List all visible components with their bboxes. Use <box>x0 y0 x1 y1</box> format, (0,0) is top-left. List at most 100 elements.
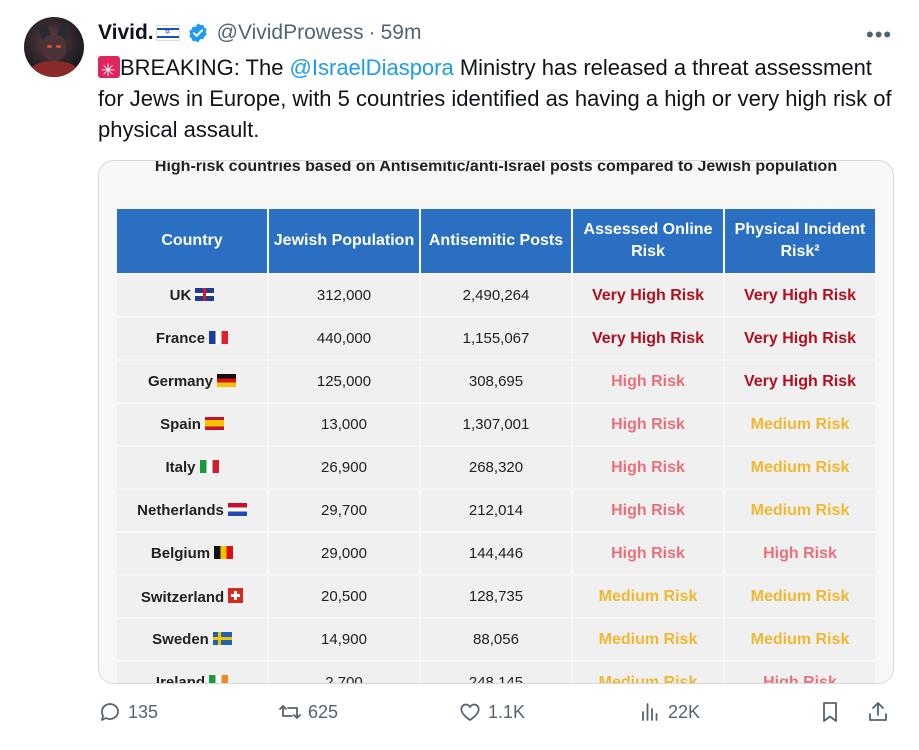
posts-cell: 1,155,067 <box>421 318 571 359</box>
tweet-header: Vivid. ✡ @VividProwess · 59m <box>98 20 421 46</box>
country-cell: Sweden <box>117 619 267 660</box>
tweet-text-prefix: BREAKING: The <box>120 55 290 80</box>
physical-risk-cell: High Risk <box>725 662 875 683</box>
header-population: Jewish Population <box>269 209 419 273</box>
population-cell: 29,000 <box>269 533 419 574</box>
table-row: Ireland 2,700 248,145 Medium Risk High Risk <box>117 662 875 684</box>
table-row: Germany 125,000 308,695 High Risk Very High … <box>117 361 875 402</box>
repost-button[interactable]: 625 <box>278 700 338 724</box>
country-cell: Switzerland <box>117 576 267 617</box>
country-name: Spain <box>160 416 201 433</box>
avatar[interactable] <box>24 17 84 77</box>
online-risk-cell: High Risk <box>573 361 723 402</box>
population-cell: 125,000 <box>269 361 419 402</box>
header-online-risk: Assessed Online Risk <box>573 209 723 273</box>
action-bar: 135 625 1.1K 22K <box>98 700 898 736</box>
header-posts: Antisemitic Posts <box>421 209 571 273</box>
population-cell: 14,900 <box>269 619 419 660</box>
country-name: Netherlands <box>137 502 224 519</box>
country-cell: Netherlands <box>117 490 267 531</box>
tweet-text-suffix: Ministry has released a threat assessmen… <box>98 55 892 142</box>
like-icon <box>460 703 480 721</box>
posts-cell: 144,446 <box>421 533 571 574</box>
online-risk-cell: Medium Risk <box>573 662 723 683</box>
table-title: High-risk countries based on Antisemitic… <box>154 160 838 175</box>
online-risk-cell: High Risk <box>573 533 723 574</box>
table-row: Netherlands 29,700 212,014 High Risk Medium … <box>117 490 875 531</box>
header-country: Country <box>117 209 267 273</box>
posts-cell: 268,320 <box>421 447 571 488</box>
online-risk-cell: High Risk <box>573 404 723 445</box>
country-cell: Germany <box>117 361 267 402</box>
uk-flag-icon <box>195 288 215 301</box>
population-cell: 13,000 <box>269 404 419 445</box>
online-risk-cell: Medium Risk <box>573 619 723 660</box>
bookmark-icon <box>823 702 837 722</box>
country-name: Belgium <box>150 545 211 562</box>
country-name: Germany <box>147 373 214 390</box>
country-cell: France <box>117 318 267 359</box>
country-name: Switzerland <box>140 588 225 606</box>
table-header-row: Country Jewish Population Antisemitic Po… <box>117 209 875 273</box>
timestamp[interactable]: 59m <box>380 21 422 44</box>
posts-cell: 308,695 <box>421 361 571 402</box>
physical-risk-cell: High Risk <box>725 533 875 574</box>
verified-icon <box>188 23 207 43</box>
bookmark-button[interactable] <box>818 700 848 724</box>
table-image: High-risk countries based on Antisemitic… <box>99 161 893 683</box>
siren-icon <box>98 55 120 86</box>
country-name: Ireland <box>155 674 206 684</box>
header-physical-risk: Physical Incident Risk² <box>725 209 875 273</box>
table-row: UK 312,000 2,490,264 Very High Risk Very Hig… <box>117 275 875 316</box>
population-cell: 29,700 <box>269 490 419 531</box>
media-card[interactable]: High-risk countries based on Antisemitic… <box>98 160 894 684</box>
reply-count: 135 <box>128 701 159 722</box>
handle[interactable]: @VividProwess <box>216 21 364 44</box>
physical-risk-cell: Medium Risk <box>725 619 875 660</box>
country-cell: Belgium <box>117 533 267 574</box>
posts-cell: 128,735 <box>421 576 571 617</box>
es-flag-icon <box>204 417 224 430</box>
physical-risk-cell: Medium Risk <box>725 404 875 445</box>
online-risk-cell: High Risk <box>573 490 723 531</box>
views-count: 22K <box>668 701 701 722</box>
fr-flag-icon <box>209 331 229 344</box>
views-button[interactable]: 22K <box>638 700 700 724</box>
reply-icon <box>101 703 119 721</box>
separator-dot: · <box>368 21 376 44</box>
like-button[interactable]: 1.1K <box>458 700 525 724</box>
be-flag-icon <box>214 546 234 559</box>
population-cell: 26,900 <box>269 447 419 488</box>
views-icon <box>642 703 658 721</box>
table-row: Italy 26,900 268,320 High Risk Medium Risk <box>117 447 875 488</box>
population-cell: 20,500 <box>269 576 419 617</box>
country-cell: Italy <box>117 447 267 488</box>
posts-cell: 212,014 <box>421 490 571 531</box>
mention-link[interactable]: @IsraelDiaspora <box>289 55 454 80</box>
table-row: Belgium 29,000 144,446 High Risk High Risk <box>117 533 875 574</box>
share-button[interactable] <box>866 700 896 724</box>
country-cell: Spain <box>117 404 267 445</box>
country-cell: Ireland <box>117 662 267 684</box>
online-risk-cell: High Risk <box>573 447 723 488</box>
table-row: France 440,000 1,155,067 Very High Risk Very… <box>117 318 875 359</box>
physical-risk-cell: Medium Risk <box>725 576 875 617</box>
more-icon[interactable]: ••• <box>866 22 893 47</box>
ie-flag-icon <box>209 675 229 683</box>
reply-button[interactable]: 135 <box>98 700 158 724</box>
population-cell: 2,700 <box>269 662 419 683</box>
country-name: Italy <box>165 459 196 476</box>
like-count: 1.1K <box>488 701 526 722</box>
country-name: UK <box>169 287 192 304</box>
physical-risk-cell: Very High Risk <box>725 275 875 316</box>
table-row: Switzerland 20,500 128,735 Medium Risk Mediu… <box>117 576 875 617</box>
country-cell: UK <box>117 275 267 316</box>
population-cell: 312,000 <box>269 275 419 316</box>
se-flag-icon <box>212 632 232 645</box>
online-risk-cell: Very High Risk <box>573 318 723 359</box>
repost-count: 625 <box>308 701 339 722</box>
israel-flag-icon: ✡ <box>155 25 180 41</box>
display-name[interactable]: Vivid. <box>98 21 154 44</box>
table-row: Sweden 14,900 88,056 Medium Risk Medium Risk <box>117 619 875 660</box>
posts-cell: 1,307,001 <box>421 404 571 445</box>
